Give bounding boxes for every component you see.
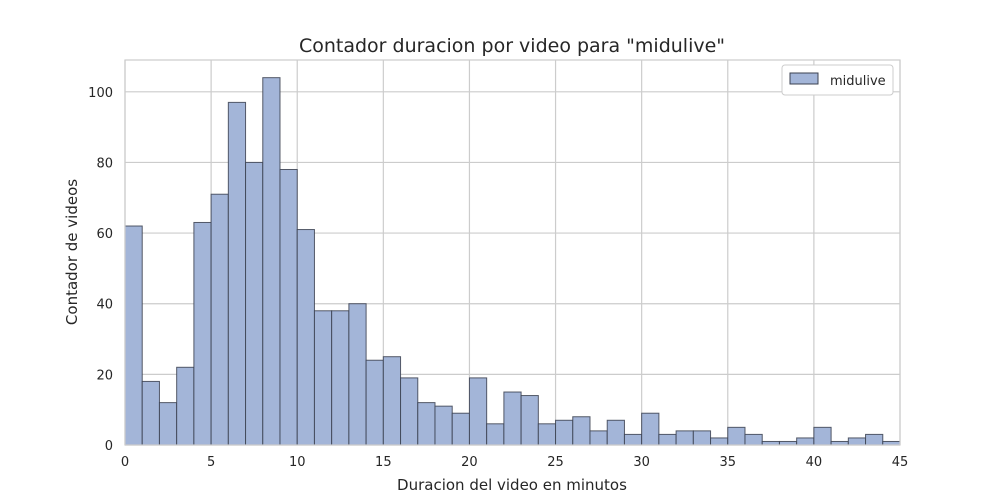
histogram-bar: [537, 423, 557, 446]
axes-frame: [124, 59, 901, 446]
histogram-bar: [331, 310, 350, 446]
histogram-bar: [176, 366, 195, 446]
y-axis-label: Contador de videos: [63, 179, 81, 325]
legend-swatch: [789, 72, 819, 85]
x-tick-label: 25: [547, 455, 564, 470]
x-tick-label: 35: [720, 455, 737, 470]
x-tick-label: 0: [121, 455, 129, 470]
histogram-bar: [158, 402, 178, 446]
histogram-bar: [417, 402, 436, 446]
histogram-bar: [365, 359, 384, 446]
histogram-bar: [572, 416, 591, 446]
histogram-bar: [124, 225, 143, 446]
histogram-bar: [865, 433, 884, 446]
histogram-bar: [451, 412, 470, 446]
histogram-bar: [382, 356, 402, 446]
legend: midulive: [781, 64, 894, 96]
x-tick-label: 15: [375, 455, 392, 470]
histogram-bar: [606, 419, 625, 446]
tick-labels: 0 5 10 15 20 25 30 35 40 45 0 20 40 60 80 100: [88, 86, 908, 470]
histogram-bar: [296, 229, 315, 446]
y-tick-label: 60: [96, 227, 113, 242]
histogram-bar: [348, 303, 367, 446]
y-tick-label: 40: [96, 298, 113, 313]
histogram-bar: [227, 101, 247, 446]
histogram-bar: [486, 423, 505, 446]
x-tick-label: 10: [289, 455, 306, 470]
histogram-bar: [468, 377, 488, 446]
histogram-bar: [141, 380, 160, 446]
histogram-bar: [623, 433, 643, 446]
x-tick-label: 20: [461, 455, 478, 470]
histogram-bar: [313, 310, 333, 446]
chart-title: Contador duracion por video para "miduli…: [299, 35, 725, 57]
y-tick-label: 0: [105, 439, 113, 454]
y-tick-label: 20: [96, 368, 113, 383]
histogram-bar: [692, 430, 712, 446]
histogram-bar: [193, 221, 212, 446]
histogram-bar: [210, 193, 229, 446]
x-tick-label: 45: [892, 455, 909, 470]
y-tick-label: 100: [88, 86, 113, 101]
histogram-bar: [503, 391, 522, 446]
histogram-bar: [555, 419, 574, 446]
histogram-bar: [744, 433, 763, 446]
bars-group: [124, 77, 901, 446]
x-tick-label: 40: [806, 455, 823, 470]
histogram-bar: [813, 426, 832, 446]
histogram-bar: [727, 426, 746, 446]
histogram-bar: [796, 437, 815, 446]
histogram-bar: [710, 437, 729, 446]
histogram-bar: [245, 161, 264, 446]
histogram-bar: [279, 168, 298, 446]
histogram-bar: [400, 377, 419, 446]
histogram-bar: [847, 437, 867, 446]
y-tick-label: 80: [96, 156, 113, 171]
histogram-bar: [520, 395, 539, 446]
histogram-bar: [675, 430, 694, 446]
histogram-bar: [658, 433, 677, 446]
histogram-bar: [262, 77, 281, 446]
legend-label: midulive: [830, 74, 886, 89]
x-axis-label: Duracion del video en minutos: [397, 476, 627, 494]
x-tick-label: 30: [633, 455, 650, 470]
x-tick-label: 5: [207, 455, 215, 470]
histogram-bar: [589, 430, 608, 446]
histogram-bar: [434, 405, 453, 446]
histogram-bar: [641, 412, 660, 446]
